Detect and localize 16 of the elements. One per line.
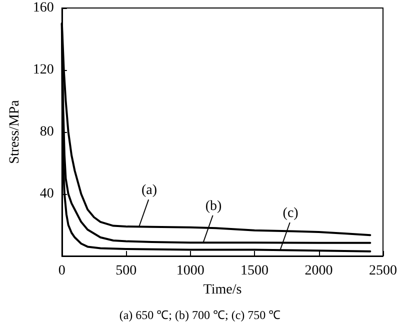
y-tick-label: 80 (40, 124, 54, 140)
y-tick-label: 160 (32, 0, 54, 16)
x-tick-label: 500 (116, 264, 137, 278)
x-tick-label: 2000 (304, 264, 333, 278)
annotation: (b) (205, 199, 222, 214)
y-tick-label: 40 (40, 186, 54, 202)
x-tick-label: 2500 (369, 264, 397, 278)
x-tick-label: 1000 (176, 264, 204, 278)
x-axis-title: Time/s (203, 282, 242, 298)
annotation: (c) (282, 206, 299, 222)
y-tick-label: 120 (32, 62, 54, 78)
x-tick-label: 1500 (240, 264, 269, 278)
y-axis-title: Stress/MPa (8, 99, 22, 164)
text: (a) 650 ℃; (b) 700 ℃; (c) 750 ℃ (119, 308, 281, 322)
x-tick-label: 0 (58, 264, 66, 278)
annotation: (a) (141, 183, 158, 198)
